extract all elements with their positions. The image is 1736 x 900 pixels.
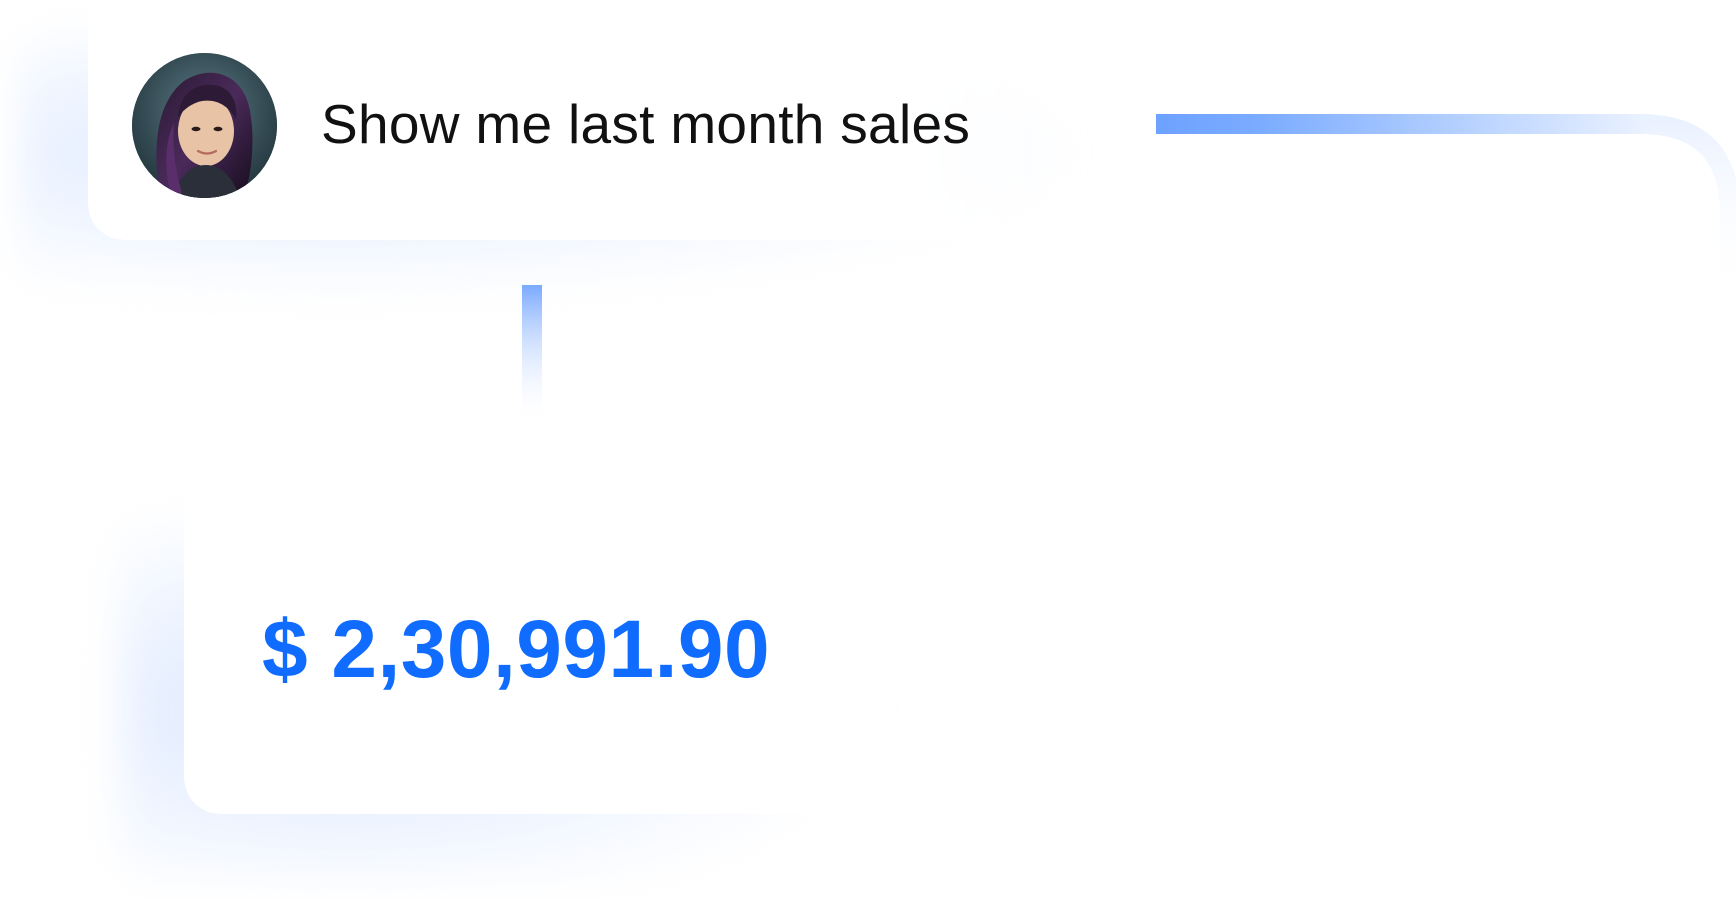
result-card (184, 480, 984, 814)
sales-value: $ 2,30,991.90 (262, 604, 771, 695)
horizontal-connector (1156, 114, 1644, 134)
query-text: Show me last month sales (321, 93, 971, 155)
curve-connector (1639, 114, 1736, 300)
user-avatar-icon (132, 53, 277, 198)
vertical-connector (522, 285, 542, 425)
user-avatar (132, 53, 277, 198)
